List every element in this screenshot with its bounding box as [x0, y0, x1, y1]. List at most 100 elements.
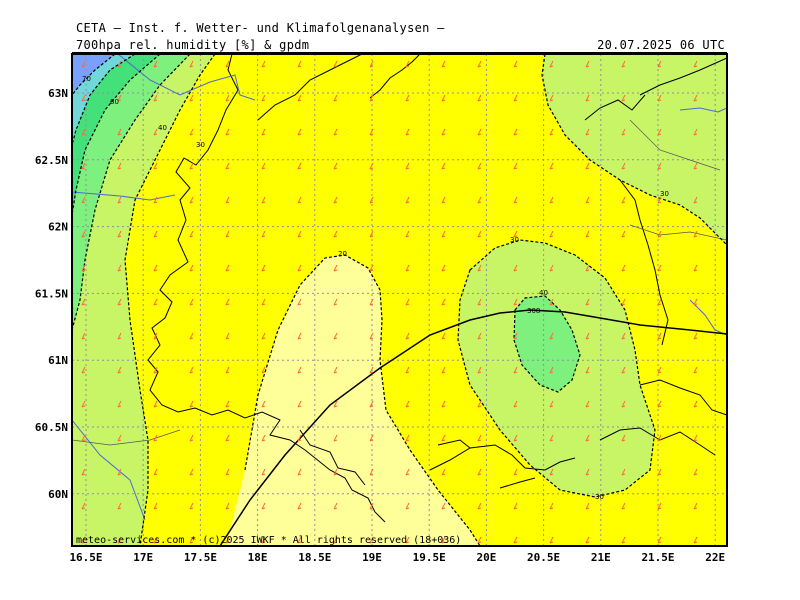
wind-arrow	[81, 366, 86, 374]
wind-arrow	[189, 264, 194, 272]
wind-arrow	[657, 400, 662, 408]
wind-arrow	[81, 400, 86, 408]
wind-arrow	[657, 128, 662, 136]
wind-arrow	[693, 94, 698, 102]
wind-arrow	[261, 196, 266, 204]
wind-arrow	[657, 196, 662, 204]
contour-label-30c: 30	[660, 190, 669, 198]
wind-arrow	[225, 400, 230, 408]
header-parameter: 700hpa rel. humidity [%] & gpdm	[76, 38, 310, 52]
wind-arrow	[549, 264, 554, 272]
wind-arrow	[585, 468, 590, 476]
wind-arrow	[549, 60, 554, 68]
wind-arrow	[261, 298, 266, 306]
wind-arrow	[333, 60, 338, 68]
wind-arrow	[189, 128, 194, 136]
wind-arrow	[225, 468, 230, 476]
wind-arrow	[117, 162, 122, 170]
wind-arrow	[369, 434, 374, 442]
wind-arrow	[333, 468, 338, 476]
wind-arrow	[513, 196, 518, 204]
wind-arrow	[405, 230, 410, 238]
wind-arrow	[621, 196, 626, 204]
wind-arrow	[585, 298, 590, 306]
wind-arrow	[477, 366, 482, 374]
wind-arrow	[441, 536, 446, 544]
wind-arrow	[405, 332, 410, 340]
wind-arrow	[225, 298, 230, 306]
contour-label-30a: 30	[196, 141, 205, 149]
wind-arrow	[225, 230, 230, 238]
wind-arrow	[477, 298, 482, 306]
wind-arrow	[693, 196, 698, 204]
wind-arrow	[225, 366, 230, 374]
wind-arrow	[369, 162, 374, 170]
wind-arrow	[441, 94, 446, 102]
wind-arrow	[585, 94, 590, 102]
wind-arrow	[585, 264, 590, 272]
wind-arrow	[477, 502, 482, 510]
wind-arrow	[297, 468, 302, 476]
wind-arrow	[189, 196, 194, 204]
wind-arrow	[81, 230, 86, 238]
rh-area-west-70	[72, 54, 115, 95]
header-title: CETA — Inst. f. Wetter- und Klimafolgena…	[76, 21, 445, 35]
wind-arrow	[81, 196, 86, 204]
wind-arrow	[693, 230, 698, 238]
wind-arrow	[333, 298, 338, 306]
wind-arrow	[369, 128, 374, 136]
wind-arrow	[81, 298, 86, 306]
wind-arrow	[549, 128, 554, 136]
y-tick-label: 62.5N	[35, 154, 68, 167]
wind-arrow	[225, 60, 230, 68]
wind-arrow	[369, 230, 374, 238]
wind-arrow	[117, 230, 122, 238]
wind-arrow	[405, 366, 410, 374]
wind-arrow	[261, 366, 266, 374]
wind-arrow	[297, 298, 302, 306]
wind-arrow	[549, 298, 554, 306]
wind-arrow	[153, 298, 158, 306]
wind-arrow	[153, 502, 158, 510]
wind-arrow	[153, 162, 158, 170]
wind-arrow	[585, 60, 590, 68]
wind-arrow	[513, 400, 518, 408]
y-axis-ticks: 63N 62.5N 62N 61.5N 61N 60.5N 60N	[35, 87, 68, 501]
y-tick-label: 60.5N	[35, 421, 68, 434]
wind-arrow	[621, 468, 626, 476]
wind-arrow	[405, 502, 410, 510]
wind-arrow	[513, 434, 518, 442]
wind-arrow	[657, 502, 662, 510]
map-field: 70 60 40 30 20 30 40 30 30 308	[72, 54, 727, 546]
wind-arrow	[333, 128, 338, 136]
wind-arrow	[369, 196, 374, 204]
wind-arrow	[297, 502, 302, 510]
wind-arrow	[369, 536, 374, 544]
wind-arrow	[153, 434, 158, 442]
wind-arrow	[225, 128, 230, 136]
wind-arrow	[189, 162, 194, 170]
wind-arrow	[549, 536, 554, 544]
wind-arrow	[441, 264, 446, 272]
wind-arrow	[693, 60, 698, 68]
wind-arrow	[693, 128, 698, 136]
x-tick-label: 21.5E	[641, 551, 674, 564]
wind-arrow	[261, 264, 266, 272]
country-borders	[72, 54, 727, 521]
wind-arrow	[693, 536, 698, 544]
wind-arrow	[81, 60, 86, 68]
y-tick-label: 61.5N	[35, 287, 68, 300]
wind-arrow	[693, 468, 698, 476]
wind-arrow	[333, 332, 338, 340]
wind-arrow	[117, 94, 122, 102]
wind-arrow	[693, 502, 698, 510]
map-frame	[71, 53, 728, 547]
wind-arrow	[513, 230, 518, 238]
wind-arrow	[585, 332, 590, 340]
wind-arrow	[369, 502, 374, 510]
wind-arrow	[81, 332, 86, 340]
wind-arrow	[333, 264, 338, 272]
wind-arrow	[261, 400, 266, 408]
wind-arrow	[621, 162, 626, 170]
wind-arrow	[297, 400, 302, 408]
